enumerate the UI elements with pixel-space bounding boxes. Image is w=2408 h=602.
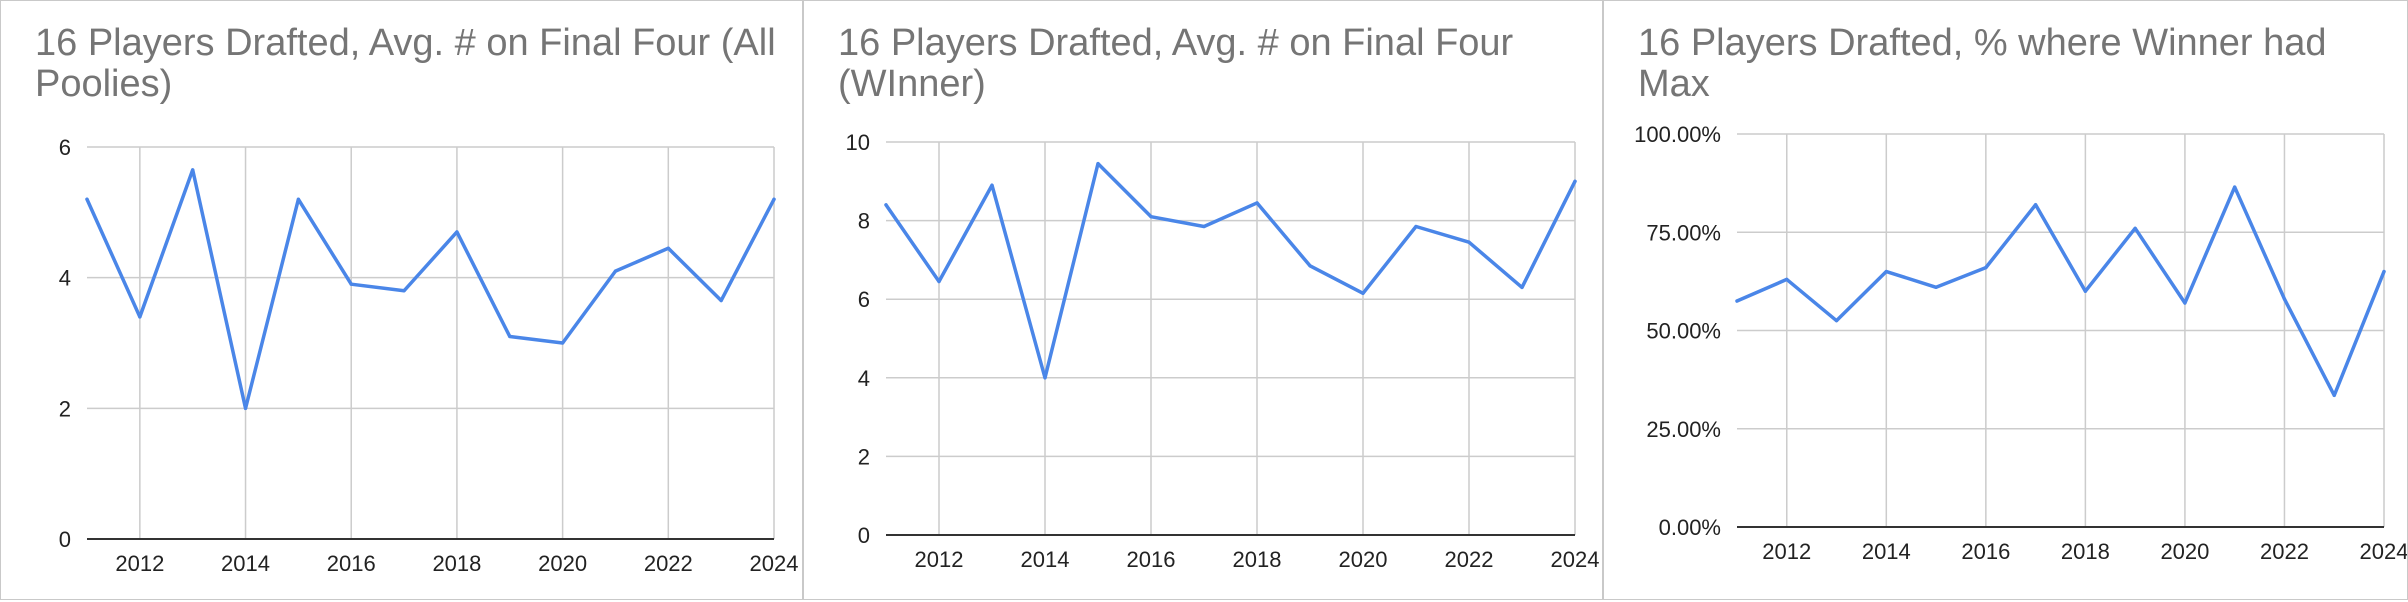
x-tick-label: 2022	[1445, 547, 1494, 572]
x-tick-label: 2018	[2061, 539, 2110, 564]
x-tick-label: 2012	[1762, 539, 1811, 564]
chart-panel-winner: 16 Players Drafted, Avg. # on Final Four…	[803, 0, 1603, 600]
data-point	[2332, 393, 2336, 397]
data-point	[666, 246, 670, 250]
chart-panel-all-poolies: 16 Players Drafted, Avg. # on Final Four…	[0, 0, 803, 600]
data-point	[455, 230, 459, 234]
x-tick-label: 2022	[2260, 539, 2309, 564]
data-point	[1149, 215, 1153, 219]
data-point	[2133, 226, 2137, 230]
gridlines	[1737, 133, 2385, 527]
data-point	[884, 203, 888, 207]
chart-title: 16 Players Drafted, Avg. # on Final Four…	[35, 22, 776, 105]
x-tick-label: 2024	[2360, 539, 2408, 564]
y-tick-label: 0	[59, 527, 71, 552]
y-tick-label: 6	[59, 135, 71, 160]
data-point	[349, 282, 353, 286]
line-chart-plot: 0 2 4 6 2012 2014 2016 2018 2020 2022 2024	[59, 135, 799, 576]
data-point	[138, 315, 142, 319]
data-point	[191, 168, 195, 172]
x-tick-label: 2020	[538, 551, 587, 576]
x-tick-label: 2014	[1021, 547, 1070, 572]
data-point	[1735, 299, 1739, 303]
data-point	[1785, 277, 1789, 282]
y-tick-label: 4	[858, 366, 870, 391]
y-tick-label: 10	[846, 130, 870, 155]
x-tick-label: 2024	[750, 551, 799, 576]
data-point	[2034, 203, 2038, 207]
series-line	[1735, 185, 2386, 398]
data-point	[2083, 289, 2087, 293]
data-point	[561, 341, 565, 345]
data-point	[296, 197, 300, 201]
data-point	[402, 289, 406, 293]
data-point	[1043, 376, 1047, 380]
data-point	[1520, 285, 1524, 290]
data-point	[2233, 185, 2237, 189]
gridlines	[886, 141, 1576, 535]
y-tick-label: 0	[858, 523, 870, 548]
y-tick-label: 2	[858, 444, 870, 469]
x-tick-label: 2018	[432, 551, 481, 576]
data-point	[1884, 269, 1888, 274]
data-point	[1934, 285, 1938, 289]
series-line	[85, 168, 776, 411]
x-tick-label: 2012	[115, 551, 164, 576]
y-tick-label: 50.00%	[1646, 319, 1721, 344]
data-point	[1096, 162, 1100, 166]
x-tick-label: 2020	[1339, 547, 1388, 572]
gridlines	[87, 146, 775, 539]
x-tick-label: 2014	[1862, 539, 1911, 564]
y-tick-label: 0.00%	[1659, 515, 1721, 540]
data-point	[1573, 179, 1577, 183]
x-tick-label: 2022	[644, 551, 693, 576]
data-point	[1361, 291, 1365, 295]
data-point	[85, 197, 89, 201]
y-tick-label: 2	[59, 396, 71, 421]
line-chart-plot: 0.00% 25.00% 50.00% 75.00% 100.00% 2012 2014 20…	[1634, 122, 2408, 564]
line-chart-plot: 0 2 4 6 8 10 2012 2014 2016 2018 2020 2022 2024	[846, 130, 1600, 572]
y-tick-label: 25.00%	[1646, 417, 1721, 442]
data-point	[719, 298, 723, 303]
x-tick-label: 2020	[2160, 539, 2209, 564]
data-point	[613, 269, 618, 273]
data-point	[990, 183, 994, 187]
x-tick-label: 2016	[1961, 539, 2010, 564]
data-point	[1984, 266, 1988, 270]
data-point	[1308, 264, 1312, 268]
data-point	[772, 197, 776, 201]
chart-panel-winner-max: 16 Players Drafted, % where Winner had M…	[1603, 0, 2408, 600]
y-tick-label: 4	[59, 266, 71, 291]
y-tick-label: 8	[858, 209, 870, 234]
y-tick-label: 75.00%	[1646, 220, 1721, 245]
data-point	[1202, 224, 1206, 229]
series-line	[884, 161, 1577, 380]
x-tick-label: 2024	[1551, 547, 1600, 572]
x-tick-label: 2016	[327, 551, 376, 576]
x-tick-label: 2018	[1233, 547, 1282, 572]
data-point	[1414, 224, 1418, 229]
y-tick-label: 100.00%	[1634, 122, 1721, 147]
x-tick-label: 2012	[915, 547, 964, 572]
data-point	[1255, 201, 1259, 205]
data-point	[1834, 319, 1839, 323]
chart-title: 16 Players Drafted, % where Winner had M…	[1638, 22, 2327, 105]
data-point	[243, 406, 248, 410]
x-tick-label: 2016	[1127, 547, 1176, 572]
y-tick-label: 6	[858, 287, 870, 312]
x-tick-label: 2014	[221, 551, 270, 576]
data-point	[2183, 301, 2187, 305]
data-point	[2282, 297, 2287, 301]
chart-title: 16 Players Drafted, Avg. # on Final Four…	[838, 22, 1514, 105]
data-point	[1467, 240, 1471, 244]
data-point	[2382, 269, 2386, 274]
data-point	[508, 334, 512, 339]
data-point	[937, 279, 941, 284]
